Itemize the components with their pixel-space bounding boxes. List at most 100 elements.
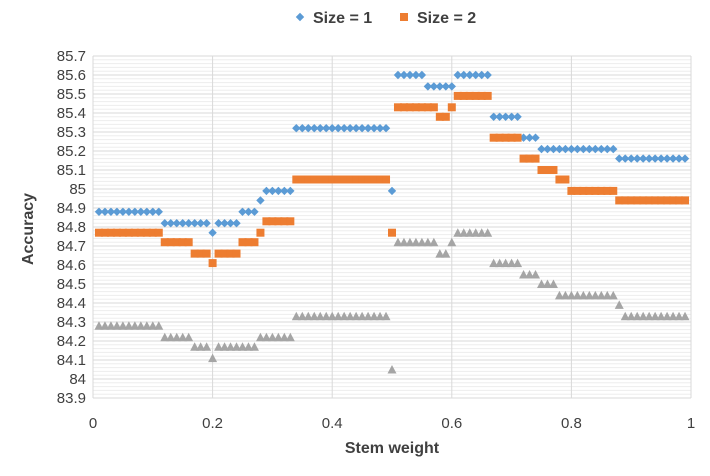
data-point <box>639 196 648 205</box>
data-point <box>376 175 385 184</box>
data-point <box>154 321 164 330</box>
data-point <box>106 228 115 237</box>
data-point <box>118 228 127 237</box>
data-point <box>507 133 516 142</box>
data-point <box>327 311 337 321</box>
data-point <box>220 249 229 258</box>
data-point <box>501 258 511 268</box>
data-point <box>423 103 432 112</box>
data-point <box>489 133 498 142</box>
data-point <box>525 270 535 279</box>
data-point <box>405 103 414 112</box>
y-tick-label: 85.3 <box>57 124 86 141</box>
data-point <box>555 175 564 184</box>
data-point <box>429 82 439 91</box>
data-point <box>232 342 242 351</box>
data-point <box>471 228 481 237</box>
data-point <box>483 70 492 80</box>
data-point <box>375 124 385 133</box>
data-point <box>208 259 217 268</box>
y-tick-label: 84 <box>69 371 86 388</box>
data-point <box>357 311 367 321</box>
data-point <box>310 124 319 133</box>
data-point <box>316 124 325 133</box>
data-point <box>525 154 534 163</box>
data-point <box>124 228 133 237</box>
data-point <box>465 70 474 80</box>
y-tick-label: 84.7 <box>57 238 86 255</box>
data-point <box>381 311 391 321</box>
data-point <box>232 249 241 258</box>
data-point <box>369 311 379 321</box>
data-point <box>112 321 122 330</box>
data-point <box>238 238 247 247</box>
data-point <box>172 332 182 342</box>
data-point <box>304 124 313 133</box>
data-point <box>244 207 253 216</box>
data-point <box>196 342 206 351</box>
data-point <box>304 175 313 184</box>
data-point <box>196 249 205 258</box>
data-point <box>399 103 408 112</box>
data-point <box>226 342 236 351</box>
y-tick-label: 84.8 <box>57 219 86 236</box>
data-point <box>112 228 121 237</box>
data-point <box>393 103 402 112</box>
legend: Size = 1 Size = 2 <box>295 10 476 27</box>
data-point <box>274 217 283 226</box>
y-axis-ticks: 83.9 84 84.1 84.2 84.3 84.4 84.5 84.6 84.7 84.8 84… <box>57 48 86 407</box>
data-point <box>358 175 367 184</box>
data-point <box>286 186 295 196</box>
data-point <box>477 228 487 237</box>
data-point <box>549 166 558 174</box>
data-point <box>273 332 283 342</box>
x-tick-label: 1 <box>687 415 695 432</box>
data-point <box>148 228 157 237</box>
data-point <box>346 175 355 184</box>
data-point <box>261 332 271 342</box>
data-point <box>531 154 540 163</box>
data-point <box>411 70 421 80</box>
data-point <box>100 228 109 237</box>
data-point <box>118 321 128 330</box>
data-point <box>597 186 606 195</box>
data-point <box>447 103 456 112</box>
data-point <box>94 321 104 330</box>
data-point <box>363 311 373 321</box>
data-point <box>656 154 666 163</box>
data-point <box>543 166 552 174</box>
data-point <box>453 91 462 100</box>
data-point <box>160 238 169 247</box>
data-point <box>483 228 493 237</box>
data-point <box>554 290 564 300</box>
data-point <box>250 238 259 247</box>
data-point <box>387 186 397 196</box>
y-tick-label: 85.2 <box>57 143 86 160</box>
data-point <box>650 311 660 321</box>
data-point <box>519 154 528 163</box>
data-point <box>405 237 415 247</box>
data-point <box>459 228 469 237</box>
data-point <box>333 311 343 321</box>
data-point <box>256 228 265 237</box>
data-point <box>638 154 648 163</box>
data-point <box>519 270 529 279</box>
y-tick-label: 84.4 <box>57 295 86 312</box>
data-point <box>267 332 277 342</box>
data-point <box>561 144 570 154</box>
data-point <box>621 196 630 205</box>
data-point <box>249 342 259 351</box>
legend-label: Size = 1 <box>313 10 372 27</box>
data-point <box>214 342 224 351</box>
data-point <box>310 175 319 184</box>
data-point <box>339 124 349 133</box>
legend-item: Size = 1 <box>295 10 372 27</box>
data-point <box>477 91 486 100</box>
data-point <box>196 219 205 228</box>
data-point <box>435 112 444 121</box>
data-point <box>657 196 666 205</box>
data-point <box>507 258 517 268</box>
data-point <box>638 311 648 321</box>
